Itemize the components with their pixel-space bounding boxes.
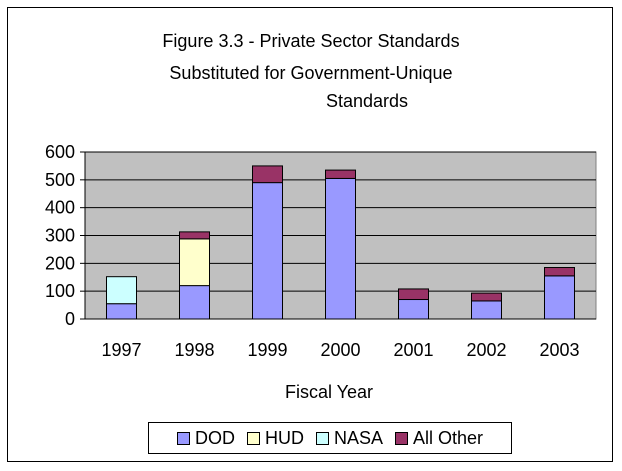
chart-title-line-2: Substituted for Government-Unique (169, 63, 453, 83)
x-tick-label: 1997 (101, 340, 141, 360)
y-tick-label: 400 (45, 198, 75, 218)
x-tick-label: 2001 (393, 340, 433, 360)
legend-swatch (395, 431, 408, 445)
bar-segment-all-other-1999 (252, 165, 283, 184)
y-tick-label: 500 (45, 170, 75, 190)
chart-title-line-3: Standards (325, 91, 409, 111)
bar-segment-dod-1998 (179, 285, 210, 320)
legend-label: HUD (264, 427, 304, 448)
bar-segment-all-other-2001 (398, 288, 429, 301)
legend-item-all-other: All Other (395, 428, 483, 449)
chart-title-line-1: Figure 3.3 - Private Sector Standards (162, 31, 460, 51)
bar-segment-dod-2002 (471, 300, 502, 320)
x-axis-label: Fiscal Year (285, 382, 373, 402)
legend-label: DOD (194, 427, 235, 448)
bar-segment-dod-2003 (544, 275, 575, 320)
legend-label: NASA (333, 427, 383, 448)
x-tick-label: 1998 (174, 340, 214, 360)
legend-item-nasa: NASA (315, 427, 383, 449)
bar-segment-all-other-1998 (179, 231, 210, 240)
y-tick-label: 0 (65, 309, 75, 329)
bar-segment-dod-1997 (106, 303, 137, 320)
x-tick-label: 2003 (539, 340, 579, 360)
legend: DOD HUD NASA All Other (148, 422, 512, 454)
legend-item-hud: HUD (246, 427, 304, 449)
legend-label: All Other (413, 427, 484, 448)
bar-segment-all-other-2002 (471, 292, 502, 302)
bar-segment-dod-1999 (252, 182, 283, 320)
x-tick-label: 2002 (466, 340, 506, 360)
x-tick-label: 2000 (320, 340, 360, 360)
bar-segment-all-other-2000 (325, 169, 356, 179)
bar-segment-nasa-1997 (106, 276, 137, 305)
bar-segment-all-other-2003 (544, 267, 575, 277)
legend-swatch (246, 431, 260, 445)
bar-segment-dod-2001 (398, 299, 429, 320)
x-tick-label: 1999 (247, 340, 287, 360)
y-tick-label: 600 (45, 142, 75, 162)
y-tick-label: 200 (45, 253, 75, 273)
bar-segment-dod-2000 (325, 177, 356, 320)
y-tick-label: 100 (45, 281, 75, 301)
legend-item-dod: DOD (176, 427, 235, 449)
y-tick-label: 300 (45, 226, 75, 246)
bar-segment-hud-1998 (179, 238, 210, 287)
legend-swatch (315, 431, 329, 445)
legend-swatch (176, 431, 190, 445)
